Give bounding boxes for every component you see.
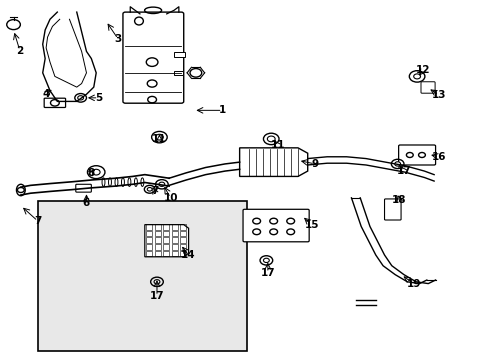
FancyBboxPatch shape bbox=[76, 184, 91, 192]
Text: 1: 1 bbox=[219, 105, 226, 115]
Bar bbox=[146, 224, 152, 230]
Circle shape bbox=[155, 134, 163, 140]
Circle shape bbox=[394, 162, 400, 166]
Bar bbox=[180, 231, 186, 237]
Text: 16: 16 bbox=[431, 152, 446, 162]
Bar bbox=[180, 224, 186, 230]
Ellipse shape bbox=[141, 178, 143, 186]
Ellipse shape bbox=[17, 184, 25, 196]
Bar bbox=[171, 244, 177, 250]
Bar bbox=[155, 231, 160, 237]
Text: 17: 17 bbox=[260, 268, 275, 278]
FancyBboxPatch shape bbox=[38, 202, 246, 351]
Bar bbox=[174, 71, 183, 75]
FancyBboxPatch shape bbox=[122, 12, 183, 103]
Circle shape bbox=[413, 74, 420, 79]
Text: 5: 5 bbox=[95, 93, 102, 103]
Bar bbox=[155, 237, 160, 243]
Text: 6: 6 bbox=[82, 198, 90, 208]
Ellipse shape bbox=[121, 178, 124, 186]
Text: 17: 17 bbox=[396, 166, 410, 176]
Text: 11: 11 bbox=[152, 134, 166, 144]
Ellipse shape bbox=[102, 178, 105, 186]
Bar bbox=[163, 231, 169, 237]
Polygon shape bbox=[239, 148, 307, 176]
FancyBboxPatch shape bbox=[384, 199, 400, 220]
Bar bbox=[146, 251, 152, 256]
Bar bbox=[171, 251, 177, 256]
Ellipse shape bbox=[134, 178, 137, 186]
Ellipse shape bbox=[108, 178, 111, 186]
Text: 8: 8 bbox=[87, 168, 95, 178]
Circle shape bbox=[154, 280, 160, 284]
Bar bbox=[155, 224, 160, 230]
Bar bbox=[146, 237, 152, 243]
Bar bbox=[180, 251, 186, 256]
Bar bbox=[171, 237, 177, 243]
Text: 9: 9 bbox=[311, 159, 318, 169]
Bar bbox=[171, 231, 177, 237]
Text: 11: 11 bbox=[270, 140, 284, 150]
Bar bbox=[163, 244, 169, 250]
Text: 3: 3 bbox=[114, 34, 122, 44]
Circle shape bbox=[263, 258, 269, 262]
Bar bbox=[163, 224, 169, 230]
Bar bbox=[180, 244, 186, 250]
Bar bbox=[155, 244, 160, 250]
Circle shape bbox=[267, 136, 275, 142]
FancyBboxPatch shape bbox=[243, 209, 308, 242]
FancyBboxPatch shape bbox=[44, 98, 65, 108]
Text: 4: 4 bbox=[42, 89, 50, 99]
Bar bbox=[146, 244, 152, 250]
FancyBboxPatch shape bbox=[398, 145, 435, 165]
Circle shape bbox=[159, 182, 164, 186]
Text: 13: 13 bbox=[431, 90, 446, 100]
Text: 2: 2 bbox=[16, 46, 23, 56]
Polygon shape bbox=[144, 225, 188, 257]
Text: 15: 15 bbox=[304, 220, 318, 230]
Text: 10: 10 bbox=[163, 193, 178, 203]
Bar bbox=[174, 52, 184, 57]
Text: 7: 7 bbox=[34, 216, 41, 226]
Bar bbox=[155, 251, 160, 256]
Circle shape bbox=[78, 96, 83, 100]
Text: 17: 17 bbox=[149, 291, 164, 301]
Text: 12: 12 bbox=[415, 65, 430, 75]
Bar bbox=[180, 237, 186, 243]
Text: 18: 18 bbox=[391, 195, 406, 204]
Ellipse shape bbox=[115, 178, 118, 186]
Text: 19: 19 bbox=[406, 279, 420, 289]
Bar bbox=[171, 224, 177, 230]
Bar bbox=[146, 231, 152, 237]
Circle shape bbox=[147, 188, 152, 191]
FancyBboxPatch shape bbox=[420, 82, 434, 93]
Ellipse shape bbox=[128, 178, 131, 186]
Circle shape bbox=[92, 169, 100, 175]
Bar bbox=[163, 251, 169, 256]
Text: 7: 7 bbox=[151, 186, 158, 197]
Bar bbox=[163, 237, 169, 243]
Text: 14: 14 bbox=[181, 250, 196, 260]
